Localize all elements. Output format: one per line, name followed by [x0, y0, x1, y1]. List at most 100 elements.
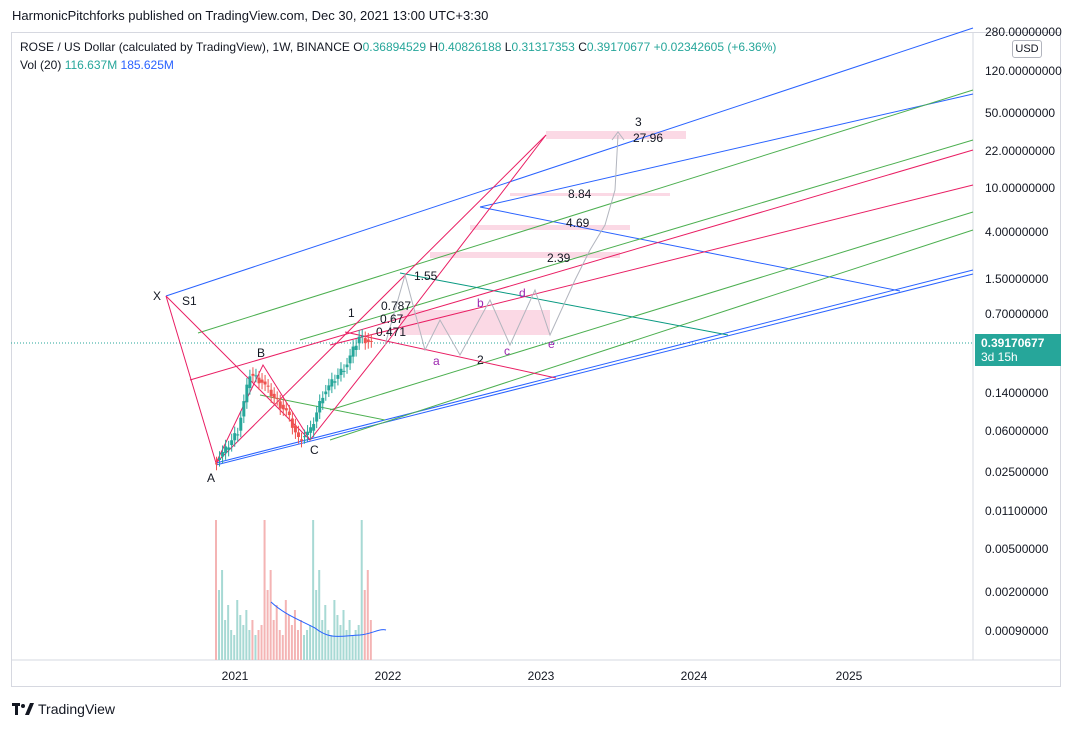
candle-body	[345, 364, 349, 368]
volume-bar	[366, 570, 369, 660]
volume-bar	[360, 520, 363, 660]
fib-label: 0.787	[381, 299, 411, 313]
candle-body	[266, 385, 270, 387]
candle-body	[312, 423, 316, 431]
volume-bar	[351, 635, 354, 660]
pattern-label: A	[207, 471, 215, 485]
volume-bar	[315, 590, 318, 660]
volume-bar	[369, 620, 372, 660]
pattern-label: 1	[348, 306, 355, 320]
volume-bar	[230, 630, 233, 660]
volume-bar	[303, 635, 306, 660]
wave-label: b	[477, 296, 484, 310]
candle-body	[318, 401, 322, 413]
volume-bar	[245, 610, 248, 660]
candle-body	[251, 373, 255, 376]
candle-body	[221, 452, 225, 457]
volume-bar	[239, 615, 242, 660]
green-lines	[197, 89, 974, 441]
volume-bar	[321, 620, 324, 660]
price-tick-label: 10.00000000	[985, 181, 1055, 195]
volume-bar	[227, 605, 230, 660]
tradingview-logo[interactable]: TradingView	[12, 701, 115, 717]
volume-bar	[251, 620, 254, 660]
volume-bar	[278, 630, 281, 660]
candle-body	[236, 434, 240, 436]
candle-body	[290, 418, 294, 428]
time-axis[interactable]: 2021 2022 2023 2024 2025	[222, 669, 863, 683]
price-tick-label: 4.00000000	[985, 225, 1049, 239]
pattern-label: 2	[477, 353, 484, 367]
volume-bar	[318, 570, 321, 660]
price-axis[interactable]: 280.00000000 120.00000000 50.00000000 22.00…	[985, 25, 1062, 638]
candle-body	[369, 340, 373, 342]
volume-bar	[330, 635, 333, 660]
candle-body	[257, 377, 261, 384]
wave-label: a	[433, 354, 440, 368]
price-tick-label: 0.01100000	[985, 504, 1048, 518]
symbol-name[interactable]: ROSE / US Dollar (calculated by TradingV…	[20, 40, 350, 54]
candle-body	[278, 401, 282, 409]
candle-body	[245, 384, 249, 403]
fib-label: 2.39	[547, 251, 571, 265]
brand-name: TradingView	[38, 701, 116, 717]
volume-ma-line	[270, 601, 387, 637]
time-tick-label: 2023	[528, 669, 555, 683]
zone-fib	[400, 310, 550, 335]
volume-bar	[348, 620, 351, 660]
candle-body	[260, 379, 264, 383]
volume-bar	[300, 620, 302, 660]
candle-body	[242, 401, 246, 417]
fib-label: 1.55	[414, 269, 438, 283]
price-tick-label: 0.00200000	[985, 585, 1049, 599]
tradingview-logo-icon	[12, 703, 34, 715]
high-value: 0.40826188	[438, 40, 502, 54]
volume-ma-value: 185.625M	[120, 58, 174, 72]
time-tick-label: 2021	[222, 669, 249, 683]
published-line: HarmonicPitchforks published on TradingV…	[12, 8, 489, 23]
volume-label[interactable]: Vol (20)	[20, 58, 62, 72]
candle-body	[227, 447, 231, 450]
pattern-label: S1	[182, 294, 197, 308]
volume-bar	[363, 590, 366, 660]
volume-bar	[269, 570, 272, 660]
time-tick-label: 2022	[375, 669, 402, 683]
fib-label: 27.96	[633, 131, 663, 145]
price-tick-label: 0.00090000	[985, 624, 1049, 638]
symbol-legend: ROSE / US Dollar (calculated by TradingV…	[20, 40, 776, 54]
fib-label: 0.67	[380, 312, 404, 326]
volume-bar	[218, 590, 221, 660]
volume-value: 116.637M	[64, 58, 118, 72]
volume-bar	[248, 630, 251, 660]
price-tick-label: 0.06000000	[985, 424, 1049, 438]
candle-body	[293, 425, 297, 433]
volume-bar	[342, 610, 345, 660]
candle-body	[306, 431, 310, 435]
pattern-label: C	[310, 443, 319, 457]
candle-body	[230, 440, 234, 446]
candle-body	[224, 446, 228, 454]
currency-button[interactable]: USD	[1012, 40, 1042, 58]
candle-body	[333, 381, 337, 383]
zone-2-39	[430, 252, 620, 258]
volume-bar	[242, 625, 245, 660]
volume-bar	[306, 630, 309, 660]
projection-path	[384, 131, 625, 357]
candle-body	[363, 338, 367, 344]
fib-label: 0.471	[376, 325, 406, 339]
volume-bar	[354, 630, 357, 660]
volume-bar	[266, 590, 269, 660]
candle-body	[284, 408, 288, 411]
volume-bar	[257, 630, 260, 660]
candle-body	[300, 439, 303, 441]
candle-body	[342, 370, 346, 372]
candle-body	[281, 404, 285, 410]
candle-body	[324, 391, 328, 395]
wave-label: c	[504, 344, 510, 358]
volume-bar	[309, 625, 312, 660]
zone-8-84	[510, 193, 670, 196]
volume-bar	[254, 635, 257, 660]
time-tick-label: 2024	[681, 669, 708, 683]
